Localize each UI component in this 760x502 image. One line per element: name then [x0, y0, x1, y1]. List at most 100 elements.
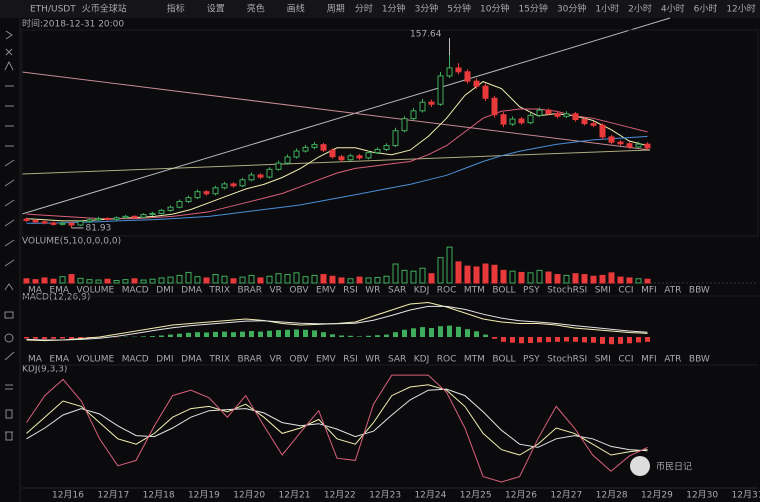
indicator-tab[interactable]: EMA	[49, 286, 69, 296]
indicator-tab[interactable]: ROC	[437, 355, 457, 365]
period-button[interactable]: 3分钟	[415, 3, 439, 15]
indicator-tab[interactable]: MACD	[122, 286, 149, 296]
indicator-tab[interactable]: RSI	[343, 355, 358, 365]
indicator-tab[interactable]: WR	[365, 286, 380, 296]
volume-bar	[41, 277, 48, 284]
indicator-tab[interactable]: BBW	[689, 355, 710, 365]
macd-bar	[402, 329, 407, 337]
macd-bar	[492, 337, 497, 339]
candle-body	[248, 174, 255, 181]
indicator-tab[interactable]: DMA	[181, 286, 203, 296]
indicator-tab[interactable]: SAR	[388, 355, 406, 365]
macd-bar	[69, 337, 74, 339]
candle-body	[428, 101, 435, 105]
indicator-tab[interactable]: ROC	[437, 286, 457, 296]
indicator-tab[interactable]: TRIX	[208, 355, 230, 365]
period-label[interactable]: 周期	[327, 4, 345, 15]
toolbar-button[interactable]: 画线	[287, 3, 305, 15]
period-button[interactable]: 1小时	[595, 3, 619, 15]
volume-bar	[50, 278, 57, 284]
toolbar-bg	[0, 0, 760, 18]
indicator-tab[interactable]: BBW	[689, 286, 710, 296]
indicator-tab[interactable]: VOLUME	[77, 355, 115, 365]
indicator-tab[interactable]: OBV	[289, 355, 309, 365]
period-button[interactable]: 1分钟	[382, 3, 406, 15]
indicator-tab[interactable]: DMA	[181, 355, 203, 365]
kdj-line	[26, 384, 648, 456]
indicator-tab[interactable]: CCI	[618, 286, 633, 296]
macd-bar	[447, 325, 452, 337]
indicator-tab[interactable]: BOLL	[492, 286, 515, 296]
period-button[interactable]: 12小时	[726, 3, 755, 15]
candle-body	[320, 144, 327, 151]
indicator-tab[interactable]: BRAR	[238, 286, 262, 296]
period-button[interactable]: 10分钟	[480, 3, 509, 15]
indicator-tab[interactable]: MTM	[464, 355, 485, 365]
macd-bar	[168, 334, 173, 337]
indicator-tab[interactable]: BOLL	[492, 355, 515, 365]
volume-bar	[455, 261, 462, 284]
indicator-tab[interactable]: MFI	[641, 355, 657, 365]
indicator-tab[interactable]: DMI	[156, 286, 173, 296]
indicator-tab[interactable]: MA	[28, 355, 43, 365]
volume-bar	[356, 276, 363, 284]
indicator-tab[interactable]: SMI	[595, 355, 611, 365]
indicator-tab[interactable]: EMV	[316, 355, 336, 365]
indicator-tab[interactable]: VOLUME	[77, 286, 115, 296]
indicator-tab[interactable]: PSY	[523, 286, 540, 296]
period-button[interactable]: 15分钟	[518, 3, 547, 15]
volume-bar	[95, 279, 102, 284]
candle-body	[599, 124, 606, 138]
period-button[interactable]: 6小时	[694, 3, 718, 15]
toolbar-button[interactable]: 指标	[167, 3, 185, 15]
indicator-tab[interactable]: ATR	[664, 355, 681, 365]
symbol[interactable]: ETH/USDT	[30, 5, 76, 15]
candle-body	[77, 220, 84, 226]
indicator-tab[interactable]: VR	[269, 355, 281, 365]
period-button[interactable]: 5分钟	[447, 3, 471, 15]
indicator-tab[interactable]: EMV	[316, 286, 336, 296]
indicator-tab[interactable]: BRAR	[238, 355, 262, 365]
indicator-tab[interactable]: SAR	[388, 286, 406, 296]
indicator-tab[interactable]: CCI	[618, 355, 633, 365]
volume-bar	[176, 274, 183, 284]
candle-body	[590, 123, 597, 126]
indicator-tab[interactable]: EMA	[49, 355, 69, 365]
macd-bar	[258, 331, 263, 337]
candle-body	[572, 113, 579, 121]
candle-body	[626, 143, 633, 148]
period-button[interactable]: 4小时	[661, 3, 685, 15]
indicator-tab[interactable]: DMI	[156, 355, 173, 365]
volume-bar	[221, 275, 228, 284]
indicator-tab[interactable]: WR	[365, 355, 380, 365]
period-button[interactable]: 2小时	[628, 3, 652, 15]
indicator-tab[interactable]: KDJ	[414, 286, 430, 296]
indicator-tab[interactable]: VR	[269, 286, 281, 296]
volume-bar	[266, 275, 273, 284]
toolbar-button[interactable]: 设置	[207, 4, 225, 15]
indicator-tab[interactable]: PSY	[523, 355, 540, 365]
indicator-tab[interactable]: SMI	[595, 286, 611, 296]
indicator-tab[interactable]: KDJ	[414, 355, 430, 365]
macd-bar	[24, 337, 29, 339]
toolbar-button[interactable]: 亮色	[247, 3, 265, 15]
x-tick-label: 12月31	[732, 490, 760, 501]
indicator-tab[interactable]: OBV	[289, 286, 309, 296]
period-button[interactable]: 分时	[355, 3, 373, 15]
indicator-tab[interactable]: MACD	[122, 355, 149, 365]
indicator-tab[interactable]: MA	[28, 286, 43, 296]
indicator-tab[interactable]: RSI	[343, 286, 358, 296]
exchange-name[interactable]: 火币全球站	[82, 3, 127, 15]
indicator-tab[interactable]: TRIX	[208, 286, 230, 296]
indicator-tab[interactable]: MTM	[464, 286, 485, 296]
indicator-tab[interactable]: StochRSI	[547, 355, 587, 365]
indicator-tab[interactable]: MFI	[641, 286, 657, 296]
indicator-tab[interactable]: ATR	[664, 286, 681, 296]
candle-body	[86, 219, 93, 222]
period-button[interactable]: 30分钟	[557, 3, 586, 15]
volume-bar	[23, 278, 30, 284]
candle-body	[221, 183, 228, 189]
indicator-tab[interactable]: StochRSI	[547, 286, 587, 296]
x-tick-label: 12月20	[233, 490, 265, 501]
macd-bar	[564, 337, 569, 342]
